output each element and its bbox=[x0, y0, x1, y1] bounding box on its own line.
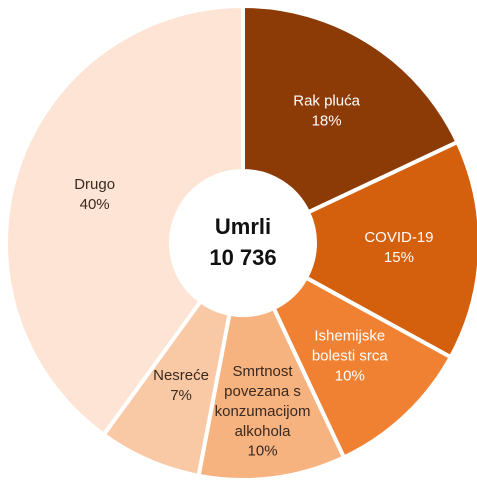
segment-label: Nesreće bbox=[153, 367, 209, 384]
segment-label: Rak pluća bbox=[293, 92, 360, 109]
value-label: 7% bbox=[170, 387, 192, 404]
segment-label: COVID-19 bbox=[364, 229, 433, 246]
center-title: Umrli bbox=[215, 214, 271, 239]
segment-label: Smrtnost povezana s konzumacijom alkohola bbox=[215, 363, 311, 440]
value-label: 40% bbox=[80, 196, 110, 213]
segment-label: Drugo bbox=[74, 176, 115, 193]
value-label: 10% bbox=[335, 368, 365, 385]
value-label: 10% bbox=[248, 443, 278, 460]
value-label: 15% bbox=[384, 249, 414, 266]
value-label: 18% bbox=[312, 112, 342, 129]
segment-label: Ishemijske bolesti srca bbox=[312, 328, 389, 365]
center-value: 10 736 bbox=[209, 245, 276, 270]
center-hole bbox=[171, 171, 315, 315]
